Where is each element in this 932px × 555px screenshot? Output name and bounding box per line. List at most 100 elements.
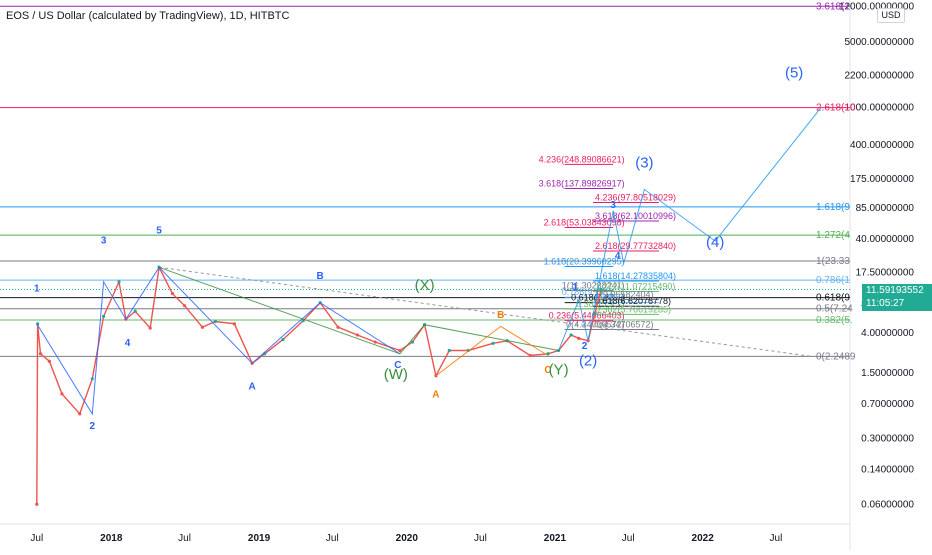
wave-label: B	[497, 310, 504, 321]
fib-right-label: 3.618(62.10010996)	[595, 211, 676, 221]
wave-label: B	[317, 271, 324, 282]
price-point	[35, 502, 39, 506]
wave-label: 1	[572, 282, 578, 293]
price-point	[232, 322, 236, 326]
price-point	[569, 333, 573, 337]
fib-level-label: 0.382(5.	[816, 315, 853, 326]
x-tick-label: 2018	[100, 533, 123, 544]
price-point	[117, 280, 121, 284]
fib-level-label: 1(23.33	[816, 256, 850, 267]
y-tick-label: 85.00000000	[856, 203, 915, 214]
price-point	[355, 333, 360, 337]
x-tick-label: Jul	[326, 533, 339, 544]
wave-label: 2	[582, 341, 588, 352]
price-point	[593, 311, 597, 315]
x-tick-label: 2019	[248, 533, 271, 544]
y-tick-label: 1000.00000000	[844, 103, 914, 114]
x-tick-label: 2022	[692, 533, 715, 544]
wave-label: (5)	[785, 64, 803, 81]
wave-path-projection	[558, 107, 822, 351]
wave-label: (W)	[384, 366, 408, 383]
price-line	[36, 265, 602, 505]
fib-level-label: 0.786(1	[816, 275, 850, 286]
wave-path-main-wave-count	[36, 266, 401, 416]
price-point	[182, 304, 187, 308]
fib-level-label: 1.272(4	[816, 230, 850, 241]
price-point	[78, 412, 82, 416]
fib-mid-label: 3.618(137.89826917)	[539, 179, 625, 189]
price-point	[133, 309, 137, 313]
wave-label: (Y)	[549, 361, 569, 378]
fib-mid-label: 2.618(53.03843098)	[544, 217, 625, 227]
wave-label: C	[394, 360, 401, 371]
wave-label: A	[249, 381, 256, 392]
x-tick-label: Jul	[622, 533, 635, 544]
chart-title: EOS / US Dollar (calculated by TradingVi…	[6, 10, 290, 22]
wave-label: 3	[101, 235, 107, 246]
fib-right-label: 4.236(97.80518029)	[595, 193, 676, 203]
wave-label: A	[432, 390, 439, 401]
price-point	[47, 359, 51, 363]
wave-label: C	[544, 365, 551, 376]
x-tick-label: Jul	[474, 533, 487, 544]
bar-countdown: 11:05:27	[866, 298, 905, 309]
fib-level-label: 3.618(1	[816, 1, 850, 12]
y-tick-label: 12000.00000000	[839, 1, 915, 12]
fib-mid-label: 0.786(9.2112...)	[562, 287, 625, 297]
x-tick-label: Jul	[30, 533, 43, 544]
price-point	[148, 326, 152, 330]
y-tick-label: 0.14000000	[861, 465, 914, 476]
price-point	[301, 319, 305, 323]
price-point	[336, 325, 340, 329]
price-point	[213, 319, 217, 324]
wave-label: 2	[90, 421, 96, 432]
fib-mid-label: 0(4.34706572)	[566, 320, 625, 330]
wave-label: 5	[156, 225, 162, 236]
price-point	[599, 287, 603, 292]
fib-right-label: 0.382(5.76619285)	[595, 304, 671, 314]
last-price-tag: 11.59193552 11:05:27	[862, 284, 932, 311]
fib-right-label: 2.618(29.77732840)	[595, 241, 676, 251]
fib-mid-label: 1(11.30238241)	[562, 281, 625, 291]
y-tick-label: 5000.00000000	[844, 37, 914, 48]
wave-label: (X)	[415, 277, 435, 294]
wave-label: 4	[615, 251, 621, 262]
fib-right-label: 0.618(6.62076778)	[595, 296, 671, 306]
y-tick-label: 175.00000000	[850, 174, 914, 185]
y-tick-label: 40.00000000	[856, 234, 915, 245]
price-point	[491, 341, 495, 345]
price-point	[410, 340, 415, 344]
fib-mid-label: 0.382(5.9...)	[576, 299, 625, 309]
price-point	[528, 353, 532, 358]
price-point	[38, 352, 43, 356]
wave-label: (2)	[579, 353, 597, 370]
fib-level-label: 0(2.2489	[816, 351, 856, 362]
y-tick-label: 0.06000000	[861, 499, 914, 510]
x-tick-label: 2021	[544, 533, 567, 544]
fib-right-label: 0.786(...)	[595, 293, 631, 303]
wave-path-abc-orange	[435, 325, 549, 377]
wave-label: (3)	[635, 155, 653, 172]
price-point	[170, 291, 175, 296]
fib-level-label: 1.618(9	[816, 202, 850, 213]
fib-level-label: 0.618(9	[816, 293, 850, 304]
y-tick-label: 4.00000000	[861, 328, 914, 339]
x-tick-label: Jul	[178, 533, 191, 544]
price-point	[102, 314, 106, 318]
price-point	[577, 336, 581, 340]
fib-mid-label: 0.618(7.83...)	[571, 293, 625, 303]
x-tick-label: 2020	[396, 533, 419, 544]
fib-right-label: 1.618(14.27835804)	[595, 271, 676, 281]
fib-level-label: 2.618(10	[816, 103, 856, 114]
price-point	[60, 392, 64, 396]
wave-label: (4)	[706, 234, 724, 251]
last-price-value: 11.59193552	[866, 285, 924, 296]
y-tick-label: 17.50000000	[856, 268, 915, 279]
currency-button[interactable]: USD	[877, 8, 905, 23]
fib-right-label: 1.272(11.07215490)	[595, 281, 675, 291]
price-point	[90, 377, 94, 381]
fib-mid-label: 1.618(20.39960295)	[544, 256, 625, 266]
wave-label: 3	[610, 200, 616, 211]
